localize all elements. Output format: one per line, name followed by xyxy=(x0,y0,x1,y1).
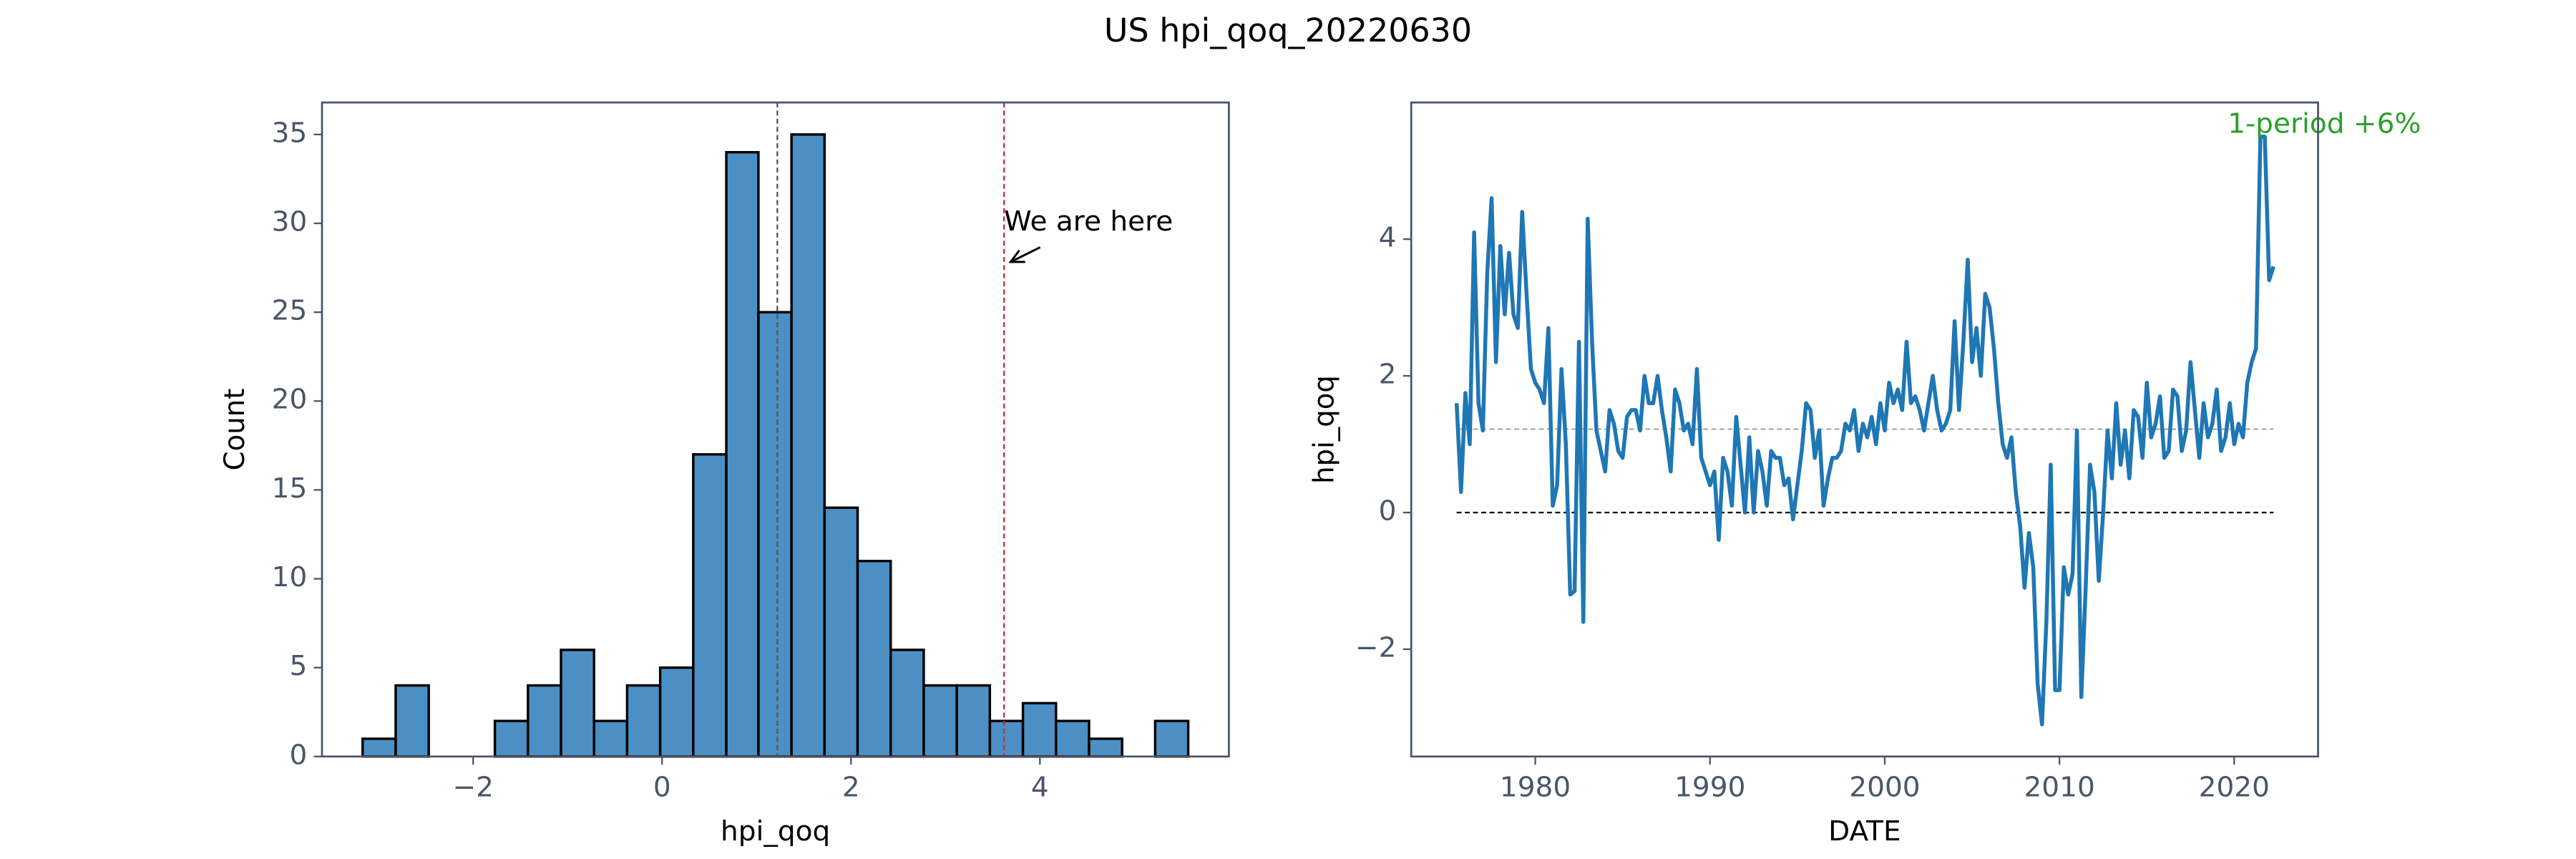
bar xyxy=(692,453,728,758)
bar xyxy=(1021,702,1058,758)
x-tick-label: 0 xyxy=(653,772,671,804)
x-tick-label: 1990 xyxy=(1674,772,1745,804)
figure-title: US hpi_qoq_20220630 xyxy=(1104,11,1472,49)
bar xyxy=(592,719,629,758)
bar xyxy=(1055,719,1091,758)
axes-frame xyxy=(1410,101,2319,758)
bar xyxy=(1153,719,1190,758)
y-tick-label: 10 xyxy=(272,561,308,593)
bar xyxy=(889,649,925,758)
y-tick-label: 5 xyxy=(289,650,307,682)
bar xyxy=(757,311,793,758)
y-axis-label: hpi_qoq xyxy=(1308,375,1340,484)
bar xyxy=(922,684,958,758)
bar xyxy=(560,649,595,758)
y-tick-label: 4 xyxy=(1379,222,1397,254)
x-tick-label: 2010 xyxy=(2024,772,2094,804)
bar xyxy=(790,133,826,758)
y-tick-label: 20 xyxy=(272,384,308,416)
y-axis-label: Count xyxy=(219,389,251,471)
axes-frame xyxy=(321,101,1230,758)
x-tick-label: 1980 xyxy=(1500,772,1571,804)
bar xyxy=(361,737,397,758)
annotation: We are here xyxy=(1004,205,1173,238)
x-tick-label: 2000 xyxy=(1849,772,1920,804)
y-tick-label: −2 xyxy=(1355,632,1397,664)
y-tick-label: 0 xyxy=(1379,495,1397,528)
bar xyxy=(823,506,859,758)
x-axis-label: hpi_qoq xyxy=(721,815,830,848)
y-tick-label: 30 xyxy=(272,206,308,238)
y-tick-label: 0 xyxy=(289,739,307,771)
x-tick-label: −2 xyxy=(452,772,494,804)
bar xyxy=(493,719,530,758)
y-tick-label: 2 xyxy=(1379,359,1397,391)
x-tick-label: 2020 xyxy=(2199,772,2270,804)
x-tick-label: 2 xyxy=(842,772,860,804)
x-tick-label: 4 xyxy=(1031,772,1049,804)
bar xyxy=(1088,737,1123,758)
y-tick-label: 15 xyxy=(272,472,308,505)
bar xyxy=(527,684,562,758)
x-axis-label: DATE xyxy=(1828,815,1901,848)
bar xyxy=(955,684,992,758)
y-tick-label: 35 xyxy=(272,117,308,149)
data-line xyxy=(1454,135,2275,727)
bar xyxy=(394,684,430,758)
y-tick-label: 25 xyxy=(272,295,308,327)
bar xyxy=(658,666,695,758)
bar xyxy=(988,719,1025,758)
annotation-arrow xyxy=(1010,246,1041,261)
bar xyxy=(856,560,892,758)
bar xyxy=(625,684,662,758)
annotation: 1-period +6% xyxy=(2228,108,2421,140)
bar xyxy=(725,150,760,758)
